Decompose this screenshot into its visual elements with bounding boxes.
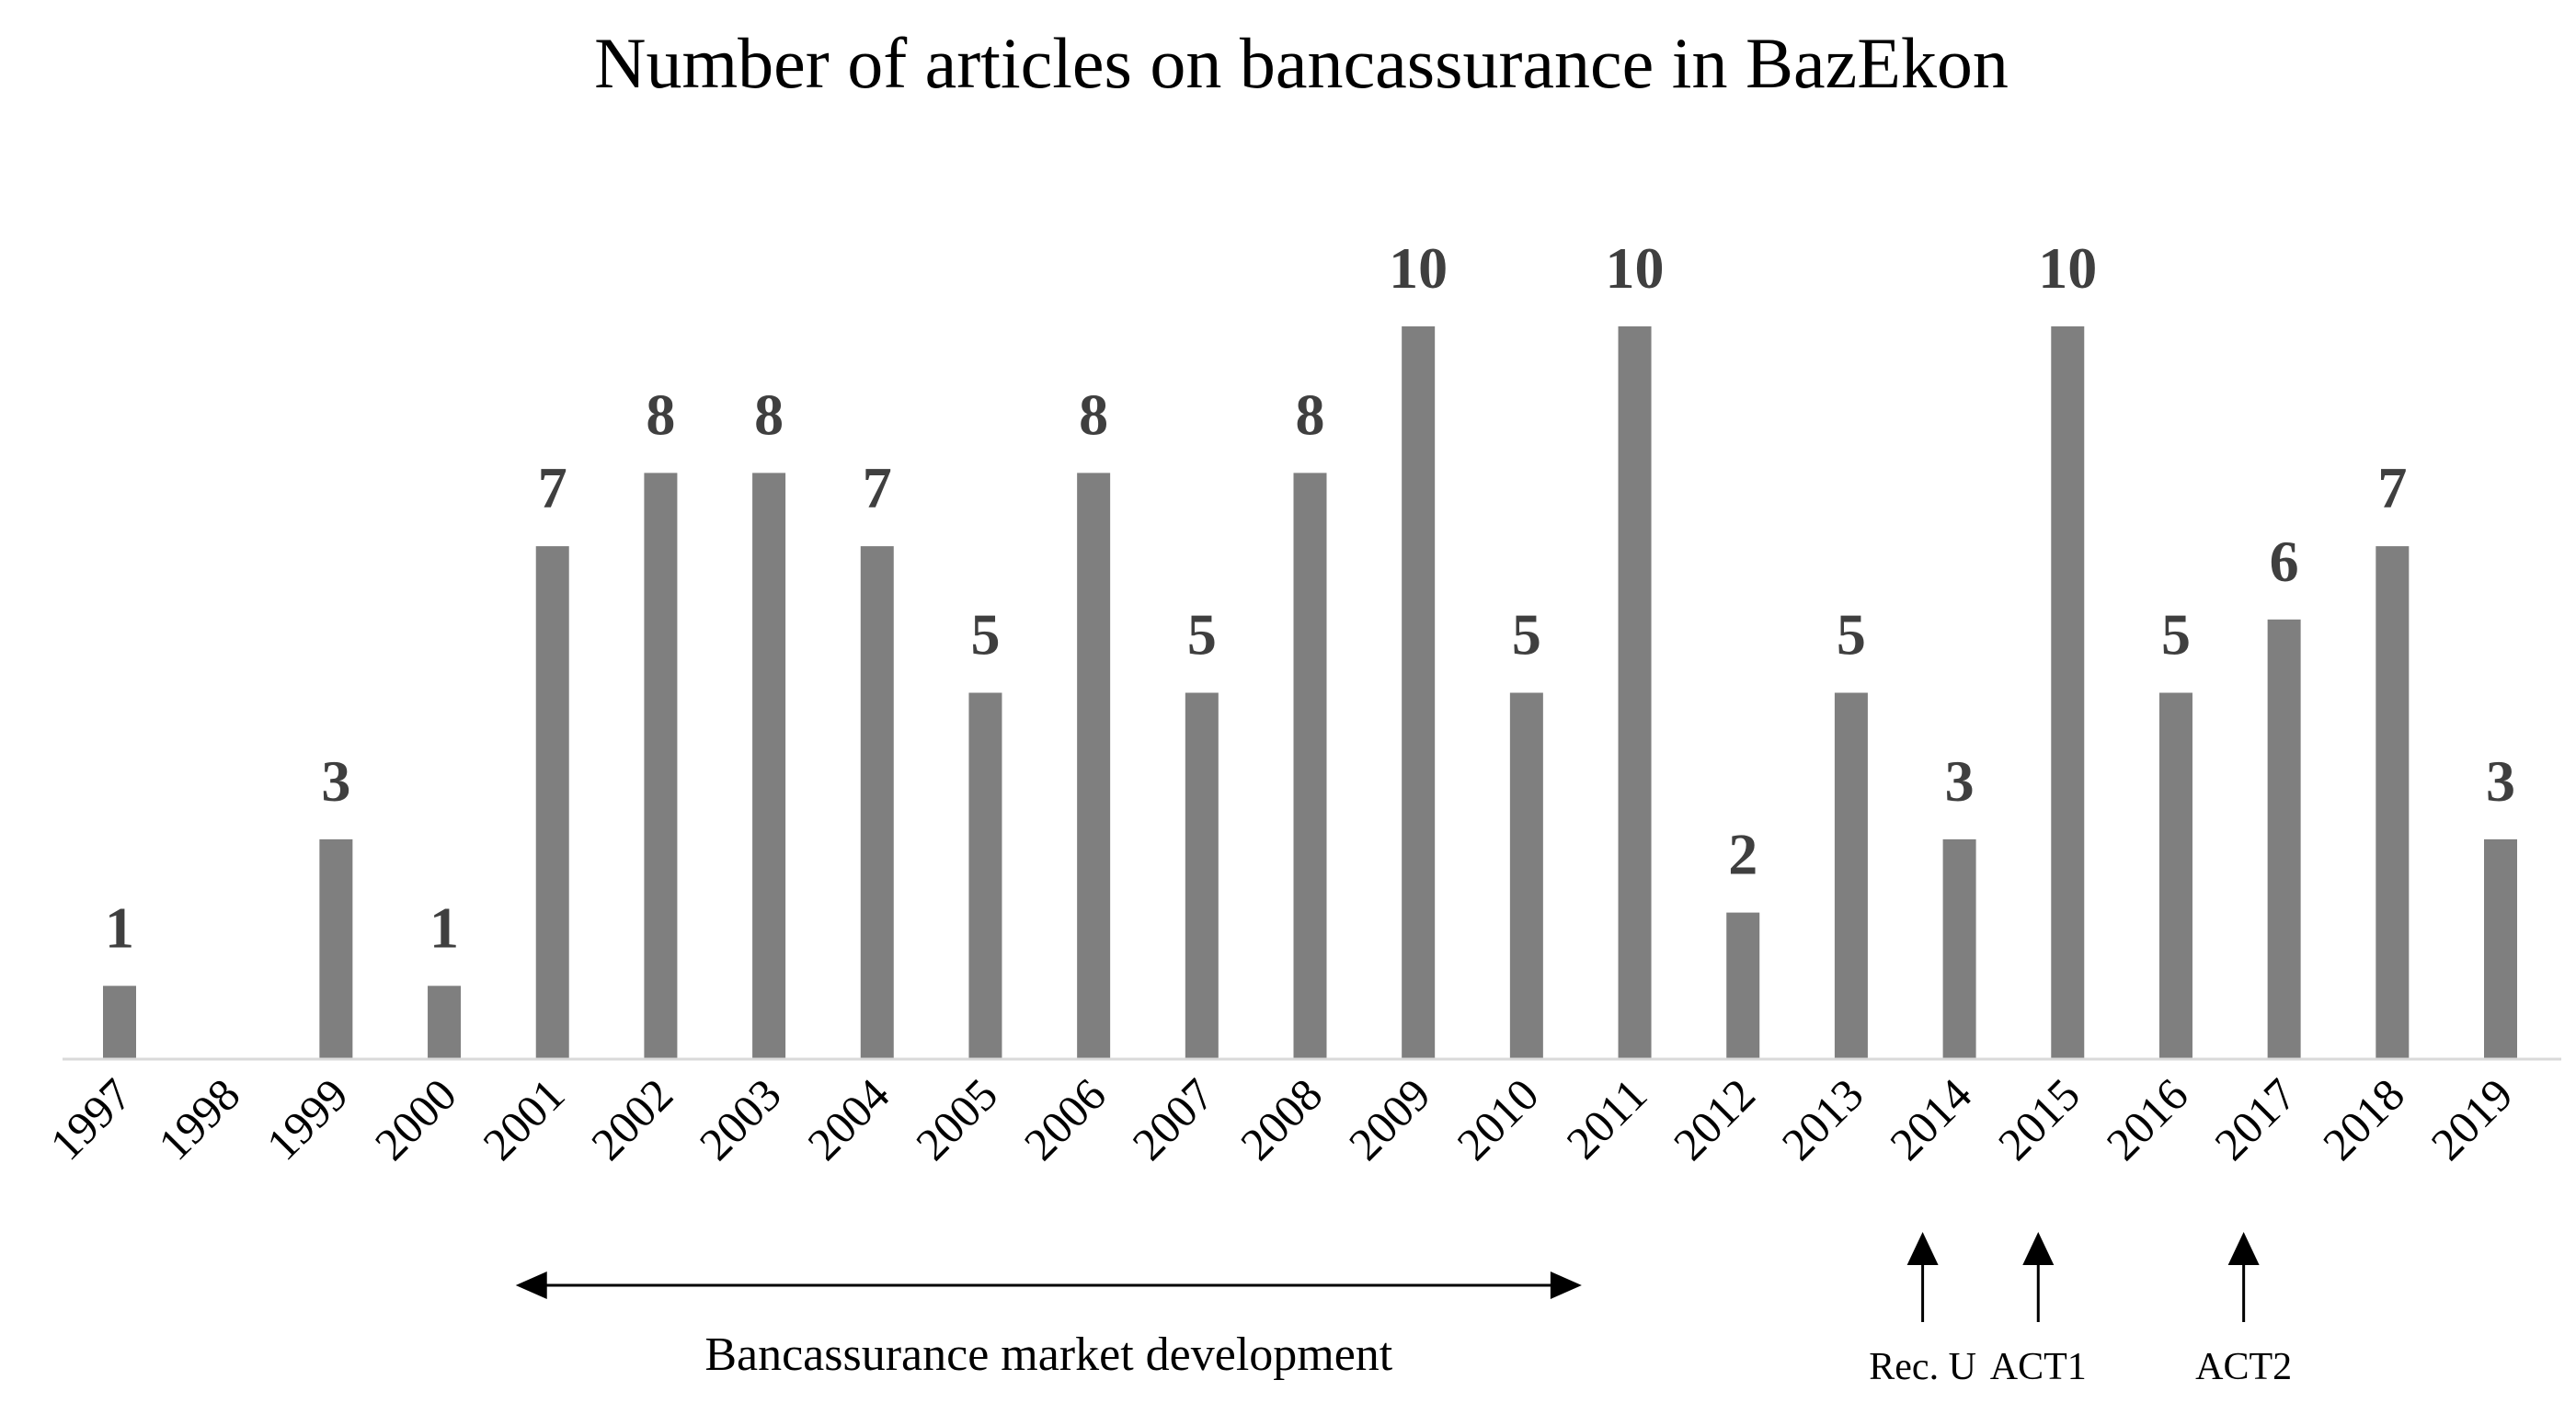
data-label-2019: 3	[2486, 748, 2515, 814]
x-tick-label-2013: 2013	[1771, 1068, 1872, 1169]
marker-label-2015: ACT1	[1990, 1346, 2087, 1388]
x-tick-label-2005: 2005	[906, 1068, 1007, 1169]
bar-2002	[644, 473, 678, 1059]
bar-2010	[1509, 692, 1543, 1059]
bar-2016	[2158, 692, 2192, 1059]
bar-2008	[1293, 473, 1327, 1059]
marker-arrow-head-2017	[2227, 1232, 2260, 1265]
x-tick-label-2018: 2018	[2313, 1068, 2414, 1169]
data-label-2003: 8	[754, 382, 784, 447]
data-label-2005: 5	[970, 602, 1000, 667]
bar-2000	[428, 986, 462, 1059]
marker-label-2017: ACT2	[2195, 1346, 2292, 1388]
bar-1999	[319, 838, 353, 1059]
data-label-2000: 1	[429, 895, 459, 960]
data-label-2015: 10	[2038, 235, 2097, 301]
bar-2012	[1726, 912, 1760, 1059]
bar-2013	[1834, 692, 1868, 1059]
chart-title: Number of articles on bancassurance in B…	[594, 23, 2009, 103]
bar-2017	[2267, 619, 2301, 1059]
bar-2003	[752, 473, 786, 1059]
bar-2018	[2376, 546, 2410, 1059]
x-tick-label-2015: 2015	[1988, 1068, 2089, 1169]
data-label-1999: 3	[321, 748, 350, 814]
data-label-1997: 1	[105, 895, 134, 960]
x-tick-label-1999: 1999	[257, 1068, 358, 1169]
x-tick-label-2001: 2001	[473, 1068, 574, 1169]
bar-2004	[860, 546, 894, 1059]
x-tick-label-2009: 2009	[1339, 1068, 1440, 1169]
x-tick-label-1998: 1998	[148, 1068, 249, 1169]
bar-2001	[535, 546, 569, 1059]
data-label-2001: 7	[538, 455, 567, 520]
marker-arrow-head-2015	[2022, 1232, 2055, 1265]
data-label-2016: 5	[2161, 602, 2191, 667]
range-arrow-right-head	[1550, 1271, 1582, 1299]
bar-2014	[1942, 838, 1976, 1059]
x-tick-label-2000: 2000	[365, 1068, 466, 1169]
x-tick-label-2011: 2011	[1556, 1068, 1656, 1169]
marker-label-2014: Rec. U	[1869, 1346, 1976, 1388]
data-label-2007: 5	[1187, 602, 1217, 667]
data-label-2017: 6	[2270, 529, 2299, 594]
x-tick-label-2019: 2019	[2421, 1068, 2522, 1169]
marker-arrow-head-2014	[1906, 1232, 1939, 1265]
range-arrow-left-head	[515, 1271, 547, 1299]
data-label-2009: 10	[1389, 235, 1448, 301]
x-tick-label-2016: 2016	[2096, 1068, 2197, 1169]
x-tick-label-2006: 2006	[1014, 1068, 1116, 1169]
data-label-2011: 10	[1606, 235, 1665, 301]
data-label-2002: 8	[646, 382, 675, 447]
data-label-2006: 8	[1079, 382, 1108, 447]
data-label-2008: 8	[1296, 382, 1325, 447]
bar-2005	[968, 692, 1002, 1059]
x-tick-label-2008: 2008	[1231, 1068, 1332, 1169]
data-label-2018: 7	[2377, 455, 2407, 520]
data-label-2010: 5	[1512, 602, 1541, 667]
bar-2006	[1077, 473, 1111, 1059]
x-tick-label-2012: 2012	[1664, 1068, 1765, 1169]
x-tick-label-2010: 2010	[1447, 1068, 1548, 1169]
x-tick-label-2003: 2003	[690, 1068, 791, 1169]
bar-2009	[1402, 326, 1436, 1059]
bar-2011	[1618, 326, 1652, 1059]
x-tick-label-1997: 1997	[40, 1068, 141, 1169]
data-label-2012: 2	[1728, 822, 1757, 887]
data-label-2004: 7	[863, 455, 892, 520]
data-label-2013: 5	[1837, 602, 1866, 667]
x-tick-label-2017: 2017	[2204, 1068, 2306, 1169]
bar-2007	[1185, 692, 1219, 1059]
x-tick-label-2007: 2007	[1122, 1068, 1223, 1169]
bar-2019	[2484, 838, 2517, 1059]
bar-2015	[2051, 326, 2085, 1059]
x-tick-label-2004: 2004	[797, 1068, 899, 1169]
range-annotation-label: Bancassurance market development	[704, 1328, 1392, 1381]
bar-1997	[103, 986, 136, 1059]
data-label-2014: 3	[1945, 748, 1975, 814]
x-tick-label-2014: 2014	[1880, 1068, 1981, 1169]
x-tick-label-2002: 2002	[581, 1068, 682, 1169]
